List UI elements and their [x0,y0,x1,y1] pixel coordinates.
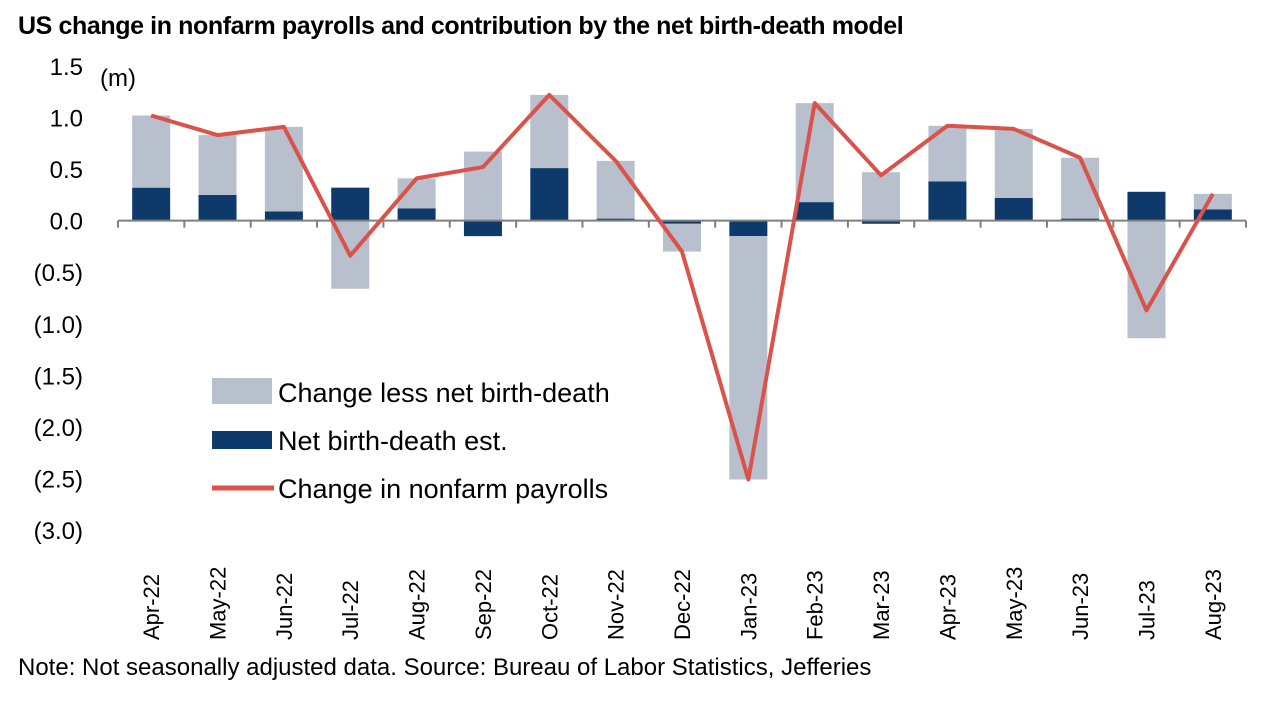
legend-label: Net birth-death est. [278,426,508,456]
bar-net-birth-death [1061,218,1100,221]
y-tick-label: (3.0) [34,518,83,545]
bar-net-birth-death [132,187,171,221]
legend-swatch-change-less [212,378,272,404]
y-tick-label: 1.5 [50,54,83,81]
x-tick-label: Jan-23 [736,573,761,640]
bar-net-birth-death [1193,209,1232,221]
y-tick-label: (2.5) [34,466,83,493]
y-tick-label: 0.0 [50,209,83,236]
y-tick-label: 0.5 [50,157,83,184]
bar-net-birth-death [729,220,768,237]
chart-title: US change in nonfarm payrolls and contri… [18,12,904,40]
bar-net-birth-death [530,168,569,221]
bar-net-birth-death [397,208,436,221]
bar-net-birth-death [795,202,834,221]
x-tick-label: Aug-22 [405,569,430,640]
payrolls-line [150,92,1215,482]
x-tick-label: Jul-23 [1134,580,1159,640]
x-tick-label: May-22 [206,567,231,640]
bar-change-less-birth-death [596,160,635,219]
bar-change-less-birth-death [264,126,303,212]
y-tick-label: (2.0) [34,415,83,442]
x-tick-label: Nov-22 [604,569,629,640]
bar-net-birth-death [928,181,967,221]
x-tick-label: Dec-22 [670,569,695,640]
x-tick-label: Oct-22 [537,574,562,640]
x-tick-label: Jul-22 [338,580,363,640]
legend-label: Change less net birth-death [278,378,610,408]
bar-net-birth-death [596,218,635,221]
x-tick-label: Aug-23 [1201,569,1226,640]
bar-net-birth-death [1127,191,1166,221]
x-tick-label: Jun-23 [1068,573,1093,640]
bar-net-birth-death [264,211,303,221]
x-tick-label: Jun-22 [272,573,297,640]
legend-swatch-birth-death [212,431,272,449]
y-tick-label: 1.0 [50,106,83,133]
bar-change-less-birth-death [132,115,171,188]
bar-net-birth-death [994,197,1033,221]
y-tick-label: (1.0) [34,312,83,339]
bar-change-less-birth-death [1193,193,1232,210]
x-tick-label: Apr-22 [139,574,164,640]
bar-change-less-birth-death [994,128,1033,198]
x-tick-label: Feb-23 [803,570,828,640]
bar-net-birth-death [463,220,502,237]
x-tick-label: Sep-22 [471,569,496,640]
bar-net-birth-death [862,220,901,224]
bar-change-less-birth-death [198,135,237,195]
bar-change-less-birth-death [729,236,768,480]
legend-label: Change in nonfarm payrolls [278,474,608,504]
x-tick-label: Mar-23 [869,570,894,640]
bar-net-birth-death [331,187,370,221]
bar-change-less-birth-death [463,151,502,221]
bar-net-birth-death [663,220,701,224]
chart-note: Note: Not seasonally adjusted data. Sour… [18,654,872,681]
x-tick-label: May-23 [1002,567,1027,640]
y-tick-label: (0.5) [34,260,83,287]
bar-change-less-birth-death [862,172,901,221]
y-axis-unit: (m) [100,65,136,92]
bar-net-birth-death [198,194,237,221]
y-tick-label: (1.5) [34,363,83,390]
bar-change-less-birth-death [663,223,701,252]
x-tick-label: Apr-23 [935,574,960,640]
